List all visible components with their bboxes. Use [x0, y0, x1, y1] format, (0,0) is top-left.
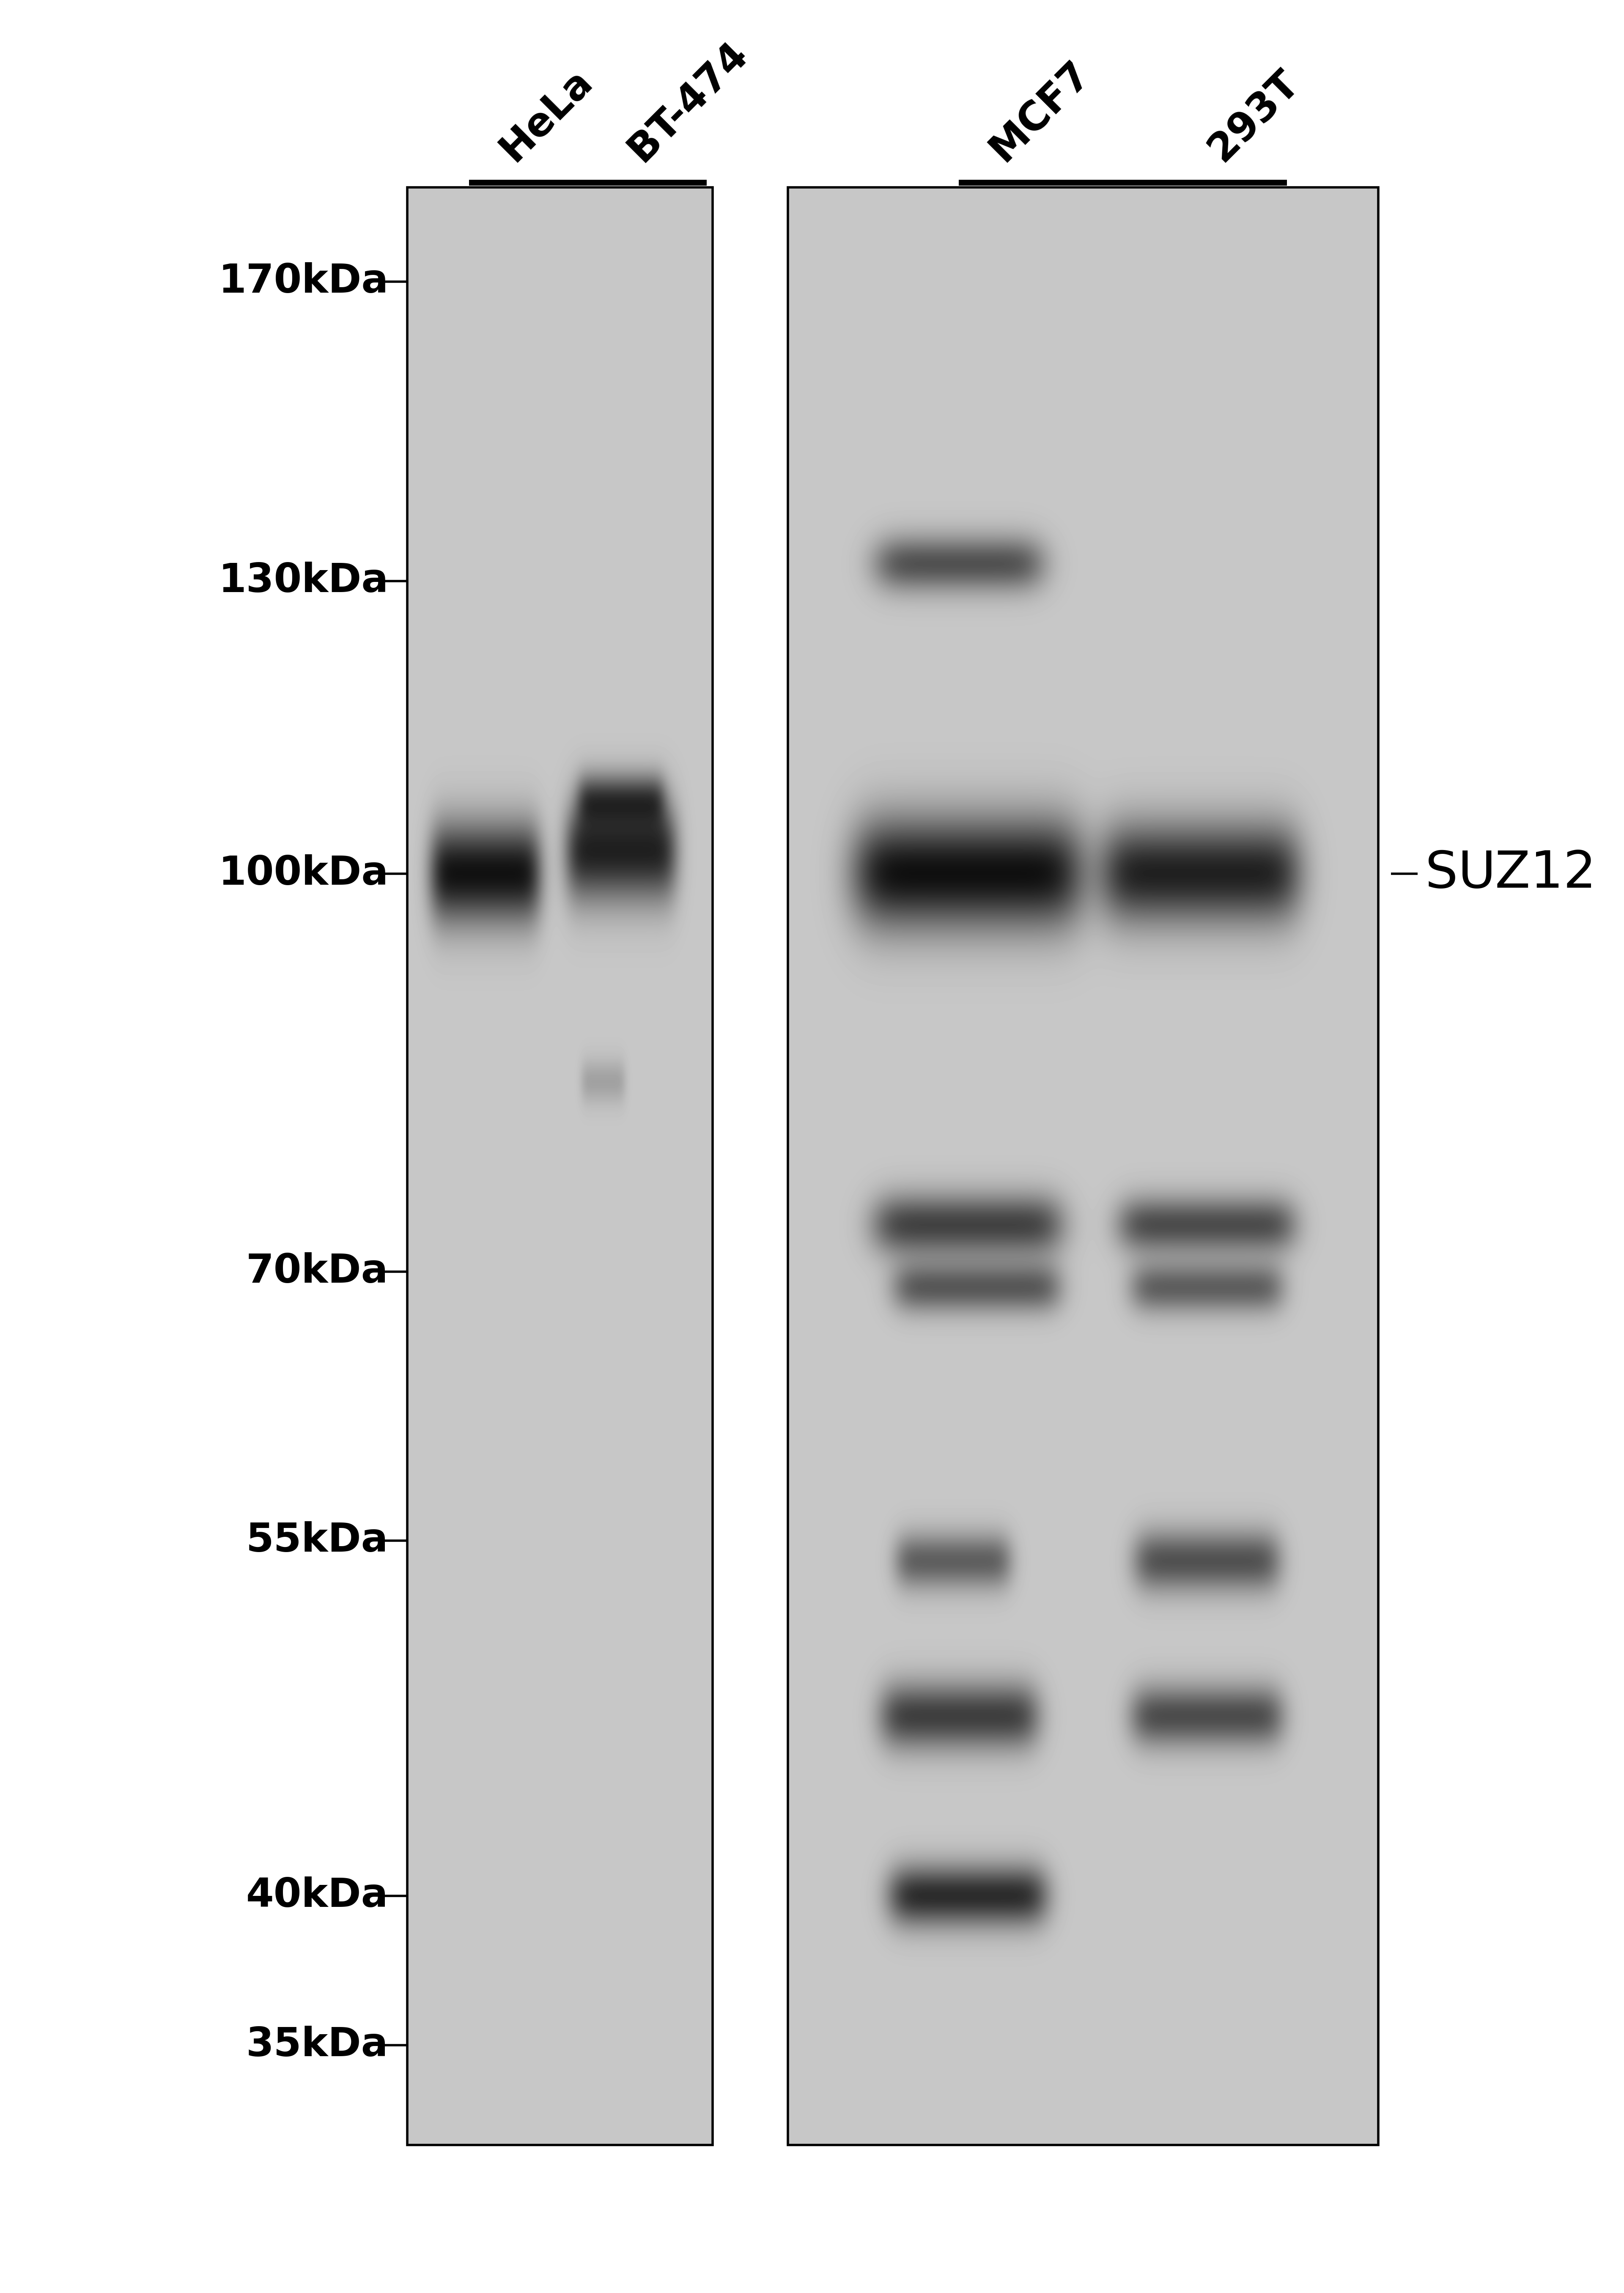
Text: 35kDa: 35kDa: [247, 2025, 388, 2064]
Text: HeLa: HeLa: [492, 62, 599, 170]
Text: 293T: 293T: [1200, 64, 1307, 170]
Text: 55kDa: 55kDa: [247, 1520, 388, 1559]
Text: SUZ12: SUZ12: [1426, 848, 1596, 899]
Text: MCF7: MCF7: [983, 53, 1098, 170]
Bar: [788, 188, 1379, 2144]
Text: 100kDa: 100kDa: [218, 855, 388, 894]
Text: 40kDa: 40kDa: [247, 1876, 388, 1915]
Text: 170kDa: 170kDa: [218, 261, 388, 300]
Text: BT-474: BT-474: [620, 34, 755, 170]
Bar: [408, 188, 713, 2144]
Text: 130kDa: 130kDa: [218, 562, 388, 601]
Text: 70kDa: 70kDa: [247, 1252, 388, 1291]
